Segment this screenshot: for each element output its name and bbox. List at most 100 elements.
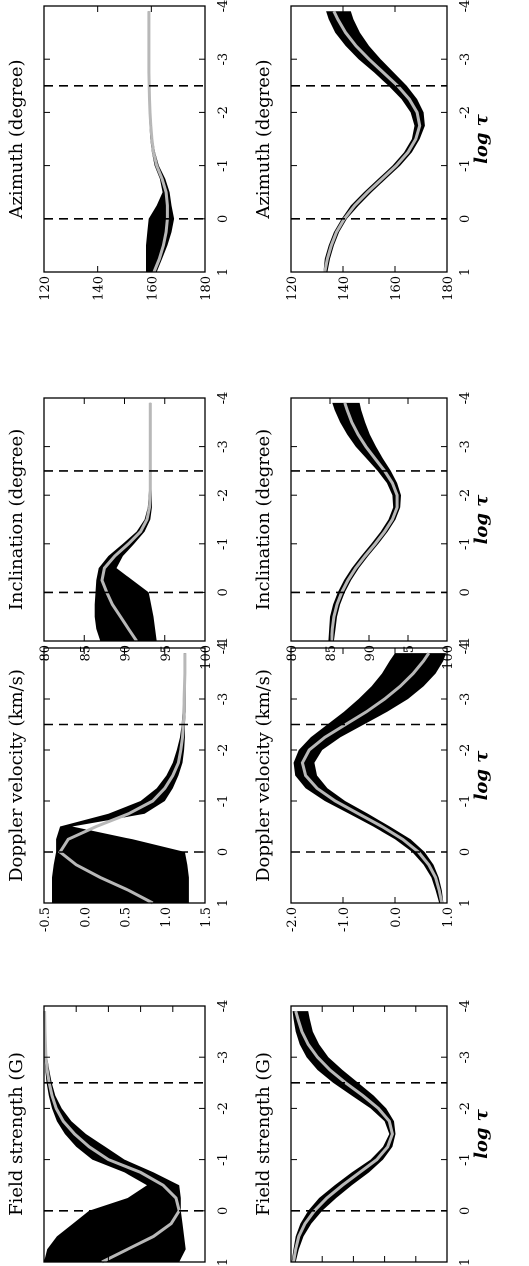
logtau-tick-label: -3 [216, 1051, 231, 1064]
logtau-tick-label: -4 [216, 0, 231, 12]
error-band [323, 11, 425, 273]
logtau-tick-label: -1 [458, 795, 473, 808]
logtau-tick-label: -1 [216, 159, 231, 172]
value-tick-label: 160 [389, 276, 404, 301]
panel-title: Field strength (G) [6, 1052, 27, 1216]
median-curve [323, 10, 422, 273]
logtau-tick-label: -4 [458, 392, 473, 405]
error-band [52, 653, 189, 903]
plot-frame [290, 5, 448, 273]
logtau-tick-label: -1 [216, 537, 231, 550]
logtau-tick-label: -2 [458, 106, 473, 119]
panel-title: Inclination (degree) [6, 429, 27, 610]
logtau-tick-label: -2 [458, 489, 473, 502]
plot-frame [290, 1005, 448, 1263]
logtau-tick-label: -2 [216, 489, 231, 502]
logtau-tick-label: -4 [216, 642, 231, 655]
median-curve [147, 11, 169, 273]
plot-frame [43, 5, 206, 273]
logtau-tick-label: 0 [458, 215, 473, 223]
value-tick-label: 85 [324, 645, 339, 662]
value-tick-label: 80 [38, 645, 53, 662]
logtau-tick-label: 0 [216, 848, 231, 856]
logtau-tick-label: 1 [216, 899, 231, 907]
median-curve [58, 653, 187, 905]
value-tick-label: 100 [199, 645, 214, 670]
logtau-tick-label: 0 [216, 1207, 231, 1215]
value-tick-label: 90 [363, 645, 378, 662]
value-tick-label: 120 [285, 276, 300, 301]
logtau-tick-label: 1 [216, 268, 231, 276]
panel-title: Field strength (G) [253, 1052, 274, 1216]
logtau-tick-label: 1 [458, 637, 473, 645]
logtau-tick-label: 0 [458, 588, 473, 596]
chart-panel-2: -0.5 0.0 0.5 1.0 1.51 0 -1 -2 -3 -4 Doppler veloci… [6, 642, 231, 932]
panel-title: Doppler velocity (km/s) [6, 669, 27, 882]
x-axis-label: log τ [471, 1108, 492, 1159]
value-tick-label: 0.0 [389, 907, 404, 928]
value-tick-label: -2.0 [285, 907, 300, 932]
panel-title: Doppler velocity (km/s) [253, 669, 274, 882]
logtau-tick-label: 1 [458, 899, 473, 907]
x-axis-label: log τ [471, 113, 492, 164]
panel-title: Azimuth (degree) [6, 59, 27, 219]
error-band [293, 653, 446, 903]
logtau-tick-label: -4 [216, 392, 231, 405]
median-curve [300, 652, 444, 904]
value-tick-label: 1.0 [441, 907, 456, 928]
value-tick-label: 1.0 [159, 907, 174, 928]
logtau-tick-label: -2 [458, 1102, 473, 1115]
value-tick-label: 160 [145, 276, 160, 301]
logtau-tick-label: -2 [458, 744, 473, 757]
value-tick-label: 95 [402, 645, 417, 662]
logtau-tick-label: 0 [458, 848, 473, 856]
panel-title: Azimuth (degree) [253, 59, 274, 219]
panel-title: Inclination (degree) [253, 429, 274, 610]
logtau-tick-label: -1 [216, 795, 231, 808]
value-tick-label: 0.5 [119, 907, 134, 928]
chart-panel-6: -2.0 -1.0 0.0 1.01 0 -1 -2 -3 -4 Doppler velocity… [253, 642, 492, 932]
value-tick-label: 90 [119, 645, 134, 662]
value-tick-label: 0.0 [78, 907, 93, 928]
logtau-tick-label: 1 [458, 1258, 473, 1266]
value-tick-label: 180 [199, 276, 214, 301]
logtau-tick-label: -3 [216, 440, 231, 453]
logtau-tick-label: -2 [216, 1102, 231, 1115]
value-tick-label: 100 [441, 645, 456, 670]
logtau-tick-label: -4 [458, 642, 473, 655]
error-band [94, 402, 157, 641]
logtau-tick-label: -3 [458, 53, 473, 66]
logtau-tick-label: 1 [216, 1258, 231, 1266]
value-tick-label: 180 [441, 276, 456, 301]
logtau-tick-label: -1 [216, 1153, 231, 1166]
median-curve [100, 402, 152, 642]
value-tick-label: 95 [159, 645, 174, 662]
logtau-tick-label: 0 [216, 588, 231, 596]
logtau-tick-label: -1 [458, 537, 473, 550]
error-band [291, 1011, 396, 1262]
logtau-tick-label: -1 [458, 159, 473, 172]
logtau-tick-label: 0 [216, 215, 231, 223]
logtau-tick-label: -4 [458, 0, 473, 12]
plot-frame [43, 1005, 206, 1263]
logtau-tick-label: -2 [216, 106, 231, 119]
plot-frame [290, 647, 448, 904]
logtau-tick-label: 1 [216, 637, 231, 645]
error-band [44, 1011, 186, 1262]
value-tick-label: 120 [38, 276, 53, 301]
value-tick-label: 140 [92, 276, 107, 301]
logtau-tick-label: -3 [458, 440, 473, 453]
value-tick-label: -1.0 [337, 907, 352, 932]
logtau-tick-label: -4 [458, 1000, 473, 1013]
x-axis-label: log τ [471, 494, 492, 545]
logtau-tick-label: -3 [458, 693, 473, 706]
value-tick-label: 1.5 [199, 907, 214, 928]
median-curve [43, 1011, 181, 1264]
